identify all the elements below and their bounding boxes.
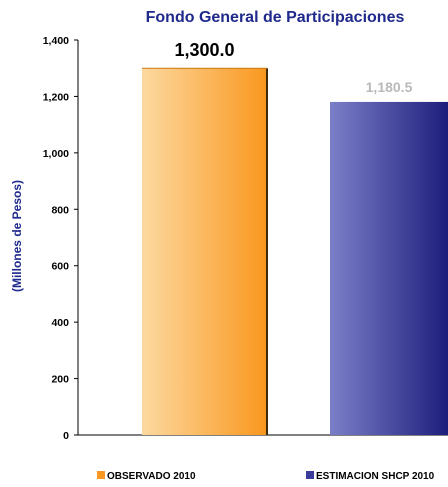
y-tick-label: 0 xyxy=(63,430,69,442)
bar-data-label: 1,180.5 xyxy=(366,79,413,95)
y-tick-label: 1,000 xyxy=(43,148,69,160)
legend: OBSERVADO 2010 ESTIMACION SHCP 2010 xyxy=(97,471,435,482)
bar xyxy=(142,68,267,435)
y-tick-label: 1,400 xyxy=(43,35,69,47)
y-tick-label: 400 xyxy=(51,317,69,329)
legend-swatch xyxy=(97,471,105,479)
legend-label: OBSERVADO 2010 xyxy=(107,471,196,482)
y-axis-ticks: 0 200 400 600 800 1,000 1,200 1,400 xyxy=(43,35,78,442)
legend-swatch xyxy=(306,471,314,479)
bars: 1,300.0 1,180.5 xyxy=(142,40,448,435)
y-axis-label: (Millones de Pesos) xyxy=(10,180,24,292)
y-tick-label: 1,200 xyxy=(43,91,69,103)
chart-title: Fondo General de Participaciones xyxy=(146,9,405,26)
y-tick-label: 800 xyxy=(51,204,69,216)
bar xyxy=(330,101,448,435)
bar-data-label: 1,300.0 xyxy=(174,40,234,60)
y-tick-label: 200 xyxy=(51,374,69,386)
y-tick-label: 600 xyxy=(51,261,69,273)
legend-label: ESTIMACION SHCP 2010 xyxy=(316,471,435,482)
